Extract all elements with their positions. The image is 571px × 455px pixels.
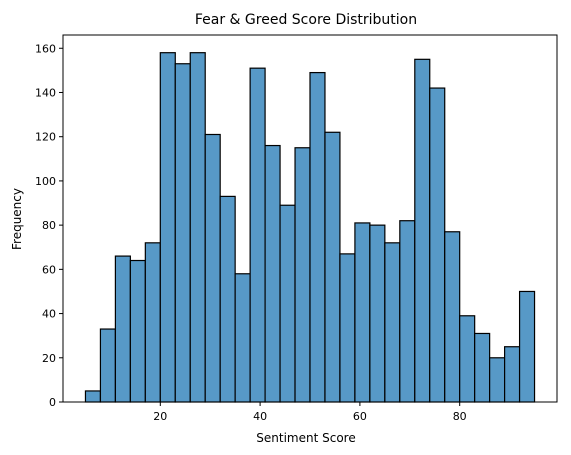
bars-group xyxy=(84,52,536,403)
y-tick-label: 100 xyxy=(35,175,56,188)
x-tick-label: 80 xyxy=(453,410,467,423)
histogram-bar-4 xyxy=(144,242,161,403)
x-tick-label: 60 xyxy=(353,410,367,423)
histogram-bar-24 xyxy=(444,231,461,403)
y-axis-ticks: 0 20 40 60 80 100 120 140 160 xyxy=(35,42,63,409)
histogram-bar-28 xyxy=(504,346,521,403)
y-axis-label: Frequency xyxy=(10,188,24,250)
x-tick-label: 20 xyxy=(153,410,167,423)
y-tick-label: 0 xyxy=(49,396,56,409)
histogram-bar-20 xyxy=(384,242,401,403)
histogram-bar-0 xyxy=(84,390,102,403)
histogram-bar-19 xyxy=(369,224,386,403)
histogram-bar-6 xyxy=(174,63,191,403)
histogram-bar-21 xyxy=(399,220,416,403)
histogram-bar-16 xyxy=(324,131,341,403)
histogram-bar-27 xyxy=(489,357,506,403)
histogram-bar-12 xyxy=(264,144,281,403)
y-tick-label: 40 xyxy=(42,308,56,321)
histogram-bar-25 xyxy=(459,315,476,403)
histogram-bar-8 xyxy=(204,133,221,403)
y-tick-label: 20 xyxy=(42,352,56,365)
histogram-bar-29 xyxy=(518,290,536,403)
plot-frame xyxy=(62,34,558,403)
histogram-bar-26 xyxy=(474,332,491,403)
y-tick-label: 60 xyxy=(42,263,56,276)
histogram-bar-11 xyxy=(249,67,266,403)
y-tick-label: 160 xyxy=(35,42,56,55)
histogram-bar-17 xyxy=(339,253,356,403)
histogram-bar-3 xyxy=(129,259,146,403)
histogram-bar-10 xyxy=(234,273,251,403)
histogram-bar-18 xyxy=(354,222,371,403)
histogram-bar-2 xyxy=(114,255,131,403)
histogram-bar-14 xyxy=(294,147,311,403)
y-tick-label: 140 xyxy=(35,86,56,99)
histogram-bar-7 xyxy=(189,52,206,403)
histogram-bar-5 xyxy=(159,52,176,403)
chart-title: Fear & Greed Score Distribution xyxy=(195,12,417,28)
x-tick-label: 40 xyxy=(253,410,267,423)
histogram-bar-22 xyxy=(414,58,431,403)
histogram-bar-23 xyxy=(429,87,446,403)
histogram-bar-1 xyxy=(99,328,116,403)
x-axis-ticks: 20 40 60 80 xyxy=(153,402,467,423)
y-tick-label: 80 xyxy=(42,219,56,232)
histogram-bar-9 xyxy=(219,195,236,403)
histogram-bar-13 xyxy=(279,204,296,403)
x-axis-label: Sentiment Score xyxy=(256,431,355,445)
y-tick-label: 120 xyxy=(35,131,56,144)
histogram-bar-15 xyxy=(309,71,326,403)
